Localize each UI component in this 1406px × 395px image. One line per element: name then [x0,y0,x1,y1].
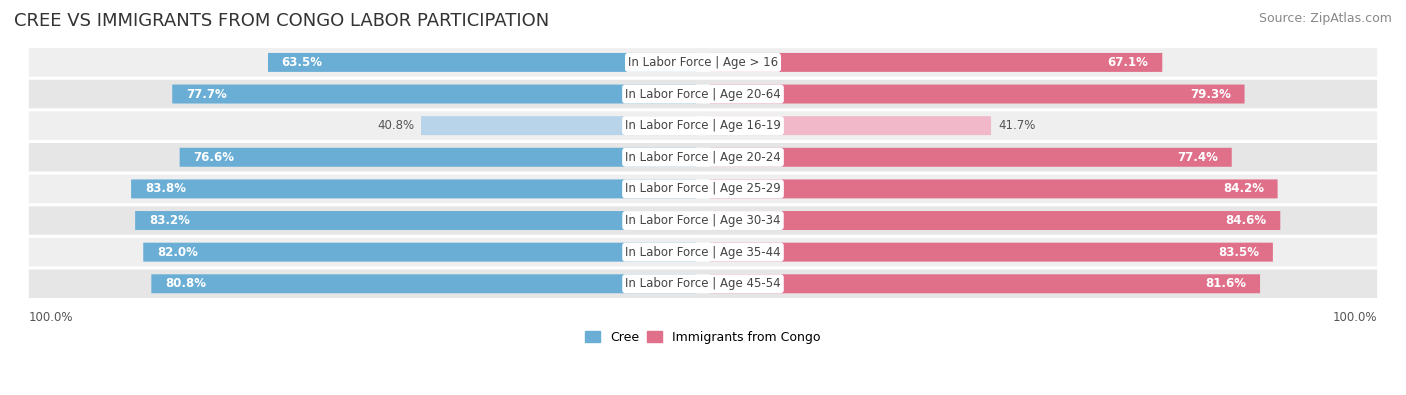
Text: In Labor Force | Age 25-29: In Labor Force | Age 25-29 [626,182,780,196]
FancyBboxPatch shape [710,211,1281,230]
FancyBboxPatch shape [269,53,696,72]
Text: 100.0%: 100.0% [28,310,73,324]
Text: 77.4%: 77.4% [1177,151,1218,164]
Text: 83.5%: 83.5% [1218,246,1260,259]
Text: 81.6%: 81.6% [1205,277,1246,290]
Text: 100.0%: 100.0% [1333,310,1378,324]
Text: In Labor Force | Age 20-64: In Labor Force | Age 20-64 [626,88,780,101]
Text: In Labor Force | Age 45-54: In Labor Force | Age 45-54 [626,277,780,290]
FancyBboxPatch shape [180,148,696,167]
Legend: Cree, Immigrants from Congo: Cree, Immigrants from Congo [581,326,825,349]
Text: In Labor Force | Age 16-19: In Labor Force | Age 16-19 [626,119,780,132]
Text: 83.2%: 83.2% [149,214,190,227]
FancyBboxPatch shape [173,85,696,103]
FancyBboxPatch shape [28,80,1378,108]
Text: 80.8%: 80.8% [165,277,207,290]
Text: In Labor Force | Age > 16: In Labor Force | Age > 16 [628,56,778,69]
Text: 63.5%: 63.5% [281,56,323,69]
FancyBboxPatch shape [710,274,1260,293]
Text: 76.6%: 76.6% [194,151,235,164]
Text: 77.7%: 77.7% [186,88,226,101]
FancyBboxPatch shape [28,238,1378,266]
FancyBboxPatch shape [28,206,1378,235]
FancyBboxPatch shape [28,269,1378,298]
Text: 79.3%: 79.3% [1189,88,1230,101]
Text: CREE VS IMMIGRANTS FROM CONGO LABOR PARTICIPATION: CREE VS IMMIGRANTS FROM CONGO LABOR PART… [14,12,550,30]
FancyBboxPatch shape [28,48,1378,77]
Text: 84.2%: 84.2% [1223,182,1264,196]
FancyBboxPatch shape [710,148,1232,167]
Text: 67.1%: 67.1% [1108,56,1149,69]
Text: 82.0%: 82.0% [157,246,198,259]
FancyBboxPatch shape [710,85,1244,103]
Text: 83.8%: 83.8% [145,182,186,196]
FancyBboxPatch shape [710,243,1272,261]
FancyBboxPatch shape [143,243,696,261]
Text: 40.8%: 40.8% [377,119,415,132]
Text: In Labor Force | Age 20-24: In Labor Force | Age 20-24 [626,151,780,164]
FancyBboxPatch shape [28,143,1378,171]
FancyBboxPatch shape [28,111,1378,140]
Text: Source: ZipAtlas.com: Source: ZipAtlas.com [1258,12,1392,25]
FancyBboxPatch shape [28,175,1378,203]
Text: 84.6%: 84.6% [1226,214,1267,227]
FancyBboxPatch shape [710,116,991,135]
Text: In Labor Force | Age 30-34: In Labor Force | Age 30-34 [626,214,780,227]
FancyBboxPatch shape [710,53,1163,72]
FancyBboxPatch shape [420,116,696,135]
FancyBboxPatch shape [710,179,1278,198]
Text: In Labor Force | Age 35-44: In Labor Force | Age 35-44 [626,246,780,259]
FancyBboxPatch shape [152,274,696,293]
FancyBboxPatch shape [131,179,696,198]
FancyBboxPatch shape [135,211,696,230]
Text: 41.7%: 41.7% [998,119,1035,132]
